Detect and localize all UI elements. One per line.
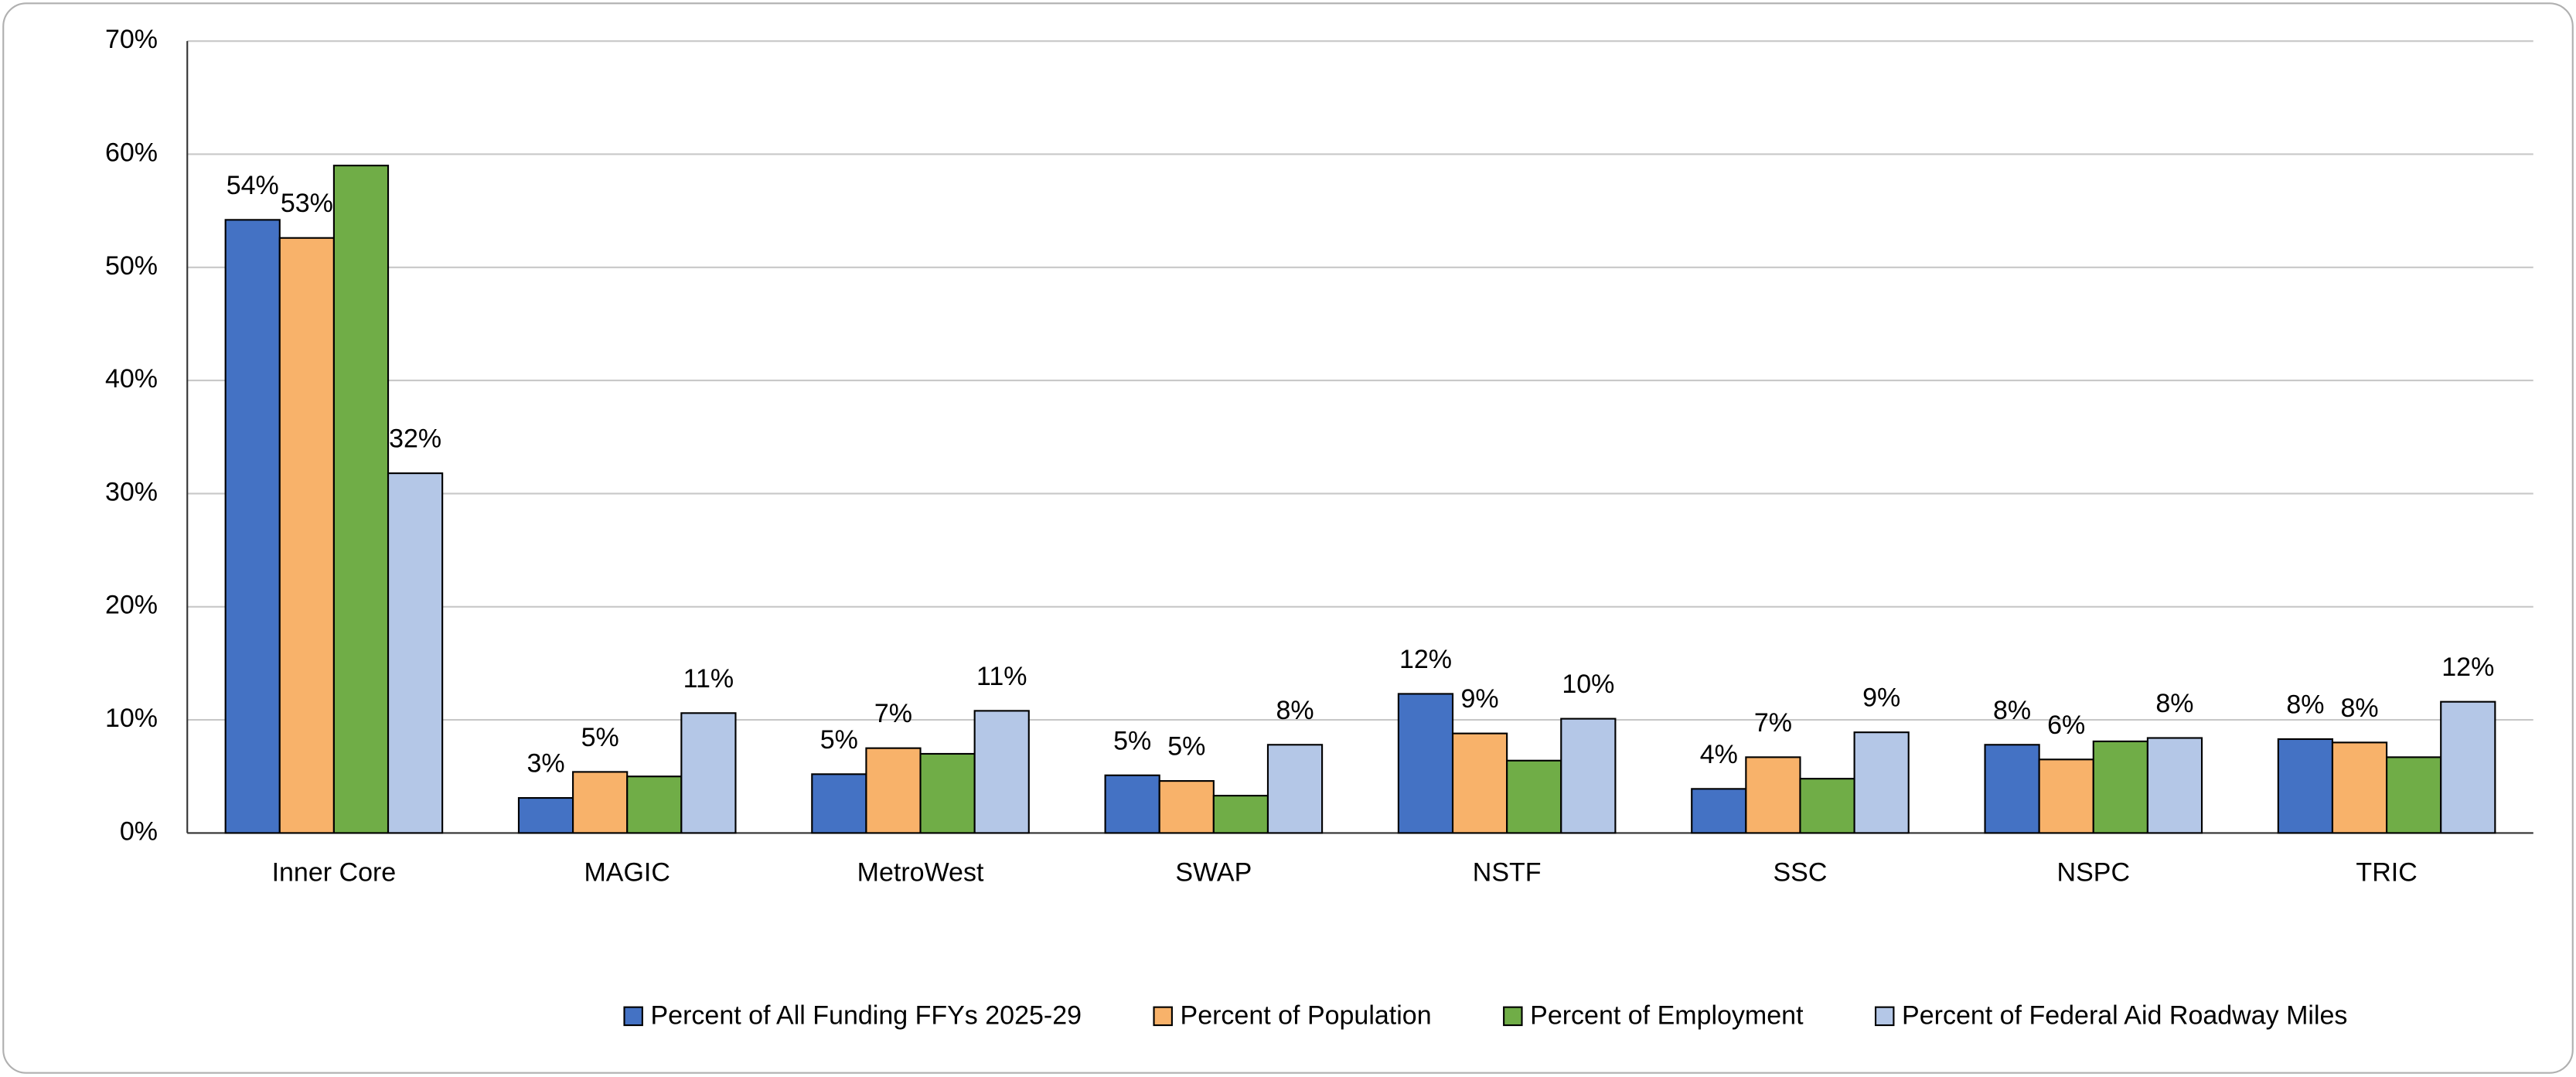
bar <box>1799 778 1855 834</box>
bar <box>973 710 1030 834</box>
bar <box>1266 744 1324 834</box>
data-label: 8% <box>1276 696 1314 725</box>
bar <box>2277 738 2334 834</box>
legend-swatch <box>623 1006 643 1027</box>
x-tick-label: NSPC <box>2057 858 2130 888</box>
data-label: 5% <box>581 723 619 752</box>
bar <box>1212 795 1269 834</box>
x-tick-label: TRIC <box>2356 858 2417 888</box>
legend-label: Percent of Federal Aid Roadway Miles <box>1902 1000 2347 1030</box>
legend-swatch <box>1503 1006 1523 1027</box>
data-label: 7% <box>1754 708 1792 738</box>
x-tick-label: MAGIC <box>584 858 670 888</box>
bar <box>626 775 683 834</box>
bar <box>811 773 867 834</box>
y-tick-label: 70% <box>105 25 158 54</box>
x-tick-label: NSTF <box>1473 858 1542 888</box>
bar <box>1506 759 1562 834</box>
bar <box>919 752 976 834</box>
data-label: 8% <box>2286 690 2324 719</box>
bar <box>387 472 444 834</box>
data-label: 5% <box>1167 732 1205 762</box>
data-label: 5% <box>1113 726 1151 755</box>
data-label: 54% <box>227 171 279 200</box>
bar <box>2386 756 2442 834</box>
x-tick-label: MetroWest <box>857 858 984 888</box>
bar <box>224 219 281 834</box>
legend-swatch <box>1153 1006 1173 1027</box>
data-label: 3% <box>526 749 564 779</box>
bar <box>680 712 737 834</box>
y-tick-label: 20% <box>105 591 158 620</box>
data-label: 12% <box>2441 653 2494 682</box>
data-label: 10% <box>1562 670 1614 699</box>
data-label: 4% <box>1700 740 1738 769</box>
bar <box>1560 717 1617 834</box>
bar <box>1104 774 1160 834</box>
data-label: 8% <box>1993 696 2031 725</box>
bar <box>517 796 574 834</box>
data-label: 32% <box>389 424 441 454</box>
data-label: 9% <box>1461 684 1499 714</box>
y-tick-label: 60% <box>105 138 158 167</box>
bar <box>1158 780 1215 834</box>
data-label: 9% <box>1862 683 1900 713</box>
legend-label: Percent of Population <box>1181 1000 1432 1030</box>
y-tick-label: 50% <box>105 251 158 281</box>
bar <box>2092 740 2148 834</box>
bar <box>1745 756 1801 834</box>
y-tick-label: 10% <box>105 704 158 733</box>
bar <box>865 747 922 834</box>
data-label: 5% <box>820 725 858 755</box>
data-label: 11% <box>683 664 734 694</box>
data-label: 8% <box>2155 689 2193 718</box>
bar <box>278 237 335 834</box>
bar <box>2038 758 2094 834</box>
data-label: 12% <box>1399 645 1452 674</box>
y-tick-label: 0% <box>120 816 158 846</box>
bar <box>2331 741 2388 834</box>
bar <box>1397 693 1454 834</box>
data-label: 8% <box>2340 694 2378 723</box>
bar <box>2440 700 2496 834</box>
y-tick-label: 40% <box>105 364 158 394</box>
x-tick-label: SWAP <box>1175 858 1252 888</box>
bar <box>1451 732 1508 834</box>
bar <box>1984 744 2040 834</box>
data-label: 11% <box>976 662 1027 691</box>
bar <box>332 165 390 834</box>
data-label: 6% <box>2047 711 2085 740</box>
legend-label: Percent of Employment <box>1530 1000 1804 1030</box>
y-tick-label: 30% <box>105 477 158 506</box>
bar <box>1853 731 1910 834</box>
bar <box>2146 737 2203 834</box>
legend-swatch <box>1874 1006 1895 1027</box>
x-tick-label: SSC <box>1774 858 1828 888</box>
x-tick-label: Inner Core <box>272 858 397 888</box>
bar <box>572 771 629 834</box>
legend-label: Percent of All Funding FFYs 2025-29 <box>651 1000 1082 1030</box>
data-label: 7% <box>874 699 912 728</box>
bar <box>1691 788 1747 834</box>
data-label: 53% <box>281 189 333 218</box>
